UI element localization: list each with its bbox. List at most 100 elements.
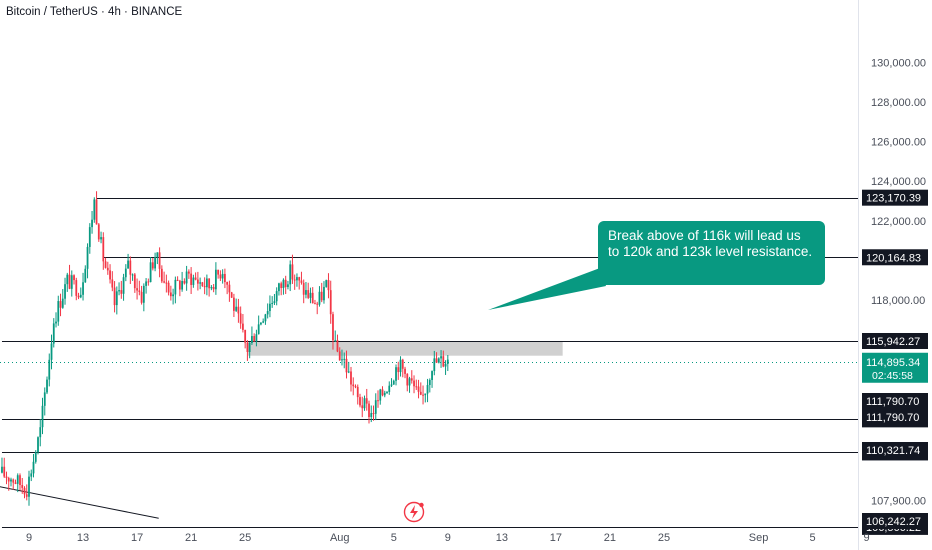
candle-body (383, 392, 386, 396)
candle-body (404, 368, 406, 374)
candle-body (359, 397, 361, 406)
candle-body (372, 413, 375, 415)
candle-body (246, 342, 249, 352)
candle-body (379, 389, 382, 401)
candle-body (88, 227, 91, 247)
candle-body (257, 324, 260, 335)
candle-body (228, 284, 231, 293)
date-tick-label: 5 (391, 532, 397, 544)
candle-body (226, 282, 229, 285)
price-tick-label: 122,000.00 (871, 216, 926, 228)
candle-body (433, 358, 436, 372)
candle-body (86, 246, 89, 269)
candle-body (208, 278, 211, 289)
candle-body (97, 224, 100, 240)
date-tick-label: 13 (496, 532, 508, 544)
annotation-callout[interactable]: Break above of 116k will lead us to 120k… (598, 221, 825, 285)
candle-body (275, 291, 278, 302)
candle-body (95, 199, 98, 225)
candle-body (169, 292, 172, 297)
price-tick-label: 126,000.00 (871, 137, 926, 149)
candle-body (309, 292, 312, 298)
candle-body (124, 268, 127, 278)
price-tick-label: 124,000.00 (871, 176, 926, 188)
candle-body (100, 237, 102, 240)
candle-body (127, 260, 129, 269)
candle-body (30, 473, 33, 477)
level-price-label: 115,942.27 (866, 336, 920, 348)
candle-body (154, 257, 156, 269)
candle-body (253, 336, 256, 342)
candle-body (10, 479, 12, 482)
candle-body (422, 394, 424, 396)
candle-body (172, 294, 175, 297)
level-price-label-bg (862, 332, 928, 349)
candle-body (142, 285, 145, 303)
candle-body (251, 336, 253, 344)
date-tick-label: 5 (810, 532, 816, 544)
candle-body (201, 282, 204, 286)
candle-body (59, 301, 62, 308)
candle-body (316, 303, 319, 305)
candle-body (185, 271, 188, 284)
candle-body (14, 482, 17, 484)
date-tick-label: 9 (864, 532, 870, 544)
candle-body (131, 274, 134, 276)
candle-body (217, 269, 220, 275)
candle-body (334, 340, 337, 342)
candle-body (156, 252, 159, 258)
candle-body (329, 290, 332, 315)
bar-countdown: 02:45:58 (872, 370, 913, 382)
candle-body (248, 343, 251, 352)
candle-body (192, 277, 195, 285)
candle-body (440, 356, 442, 359)
candle-body (289, 264, 292, 285)
candle-body (399, 359, 402, 373)
date-tick-label: 25 (658, 532, 670, 544)
date-tick-label: Aug (330, 532, 350, 544)
candle-body (221, 273, 224, 279)
date-tick-label: 13 (77, 532, 89, 544)
date-tick-label: 17 (550, 532, 562, 544)
candle-body (23, 487, 26, 495)
candle-body (424, 393, 427, 396)
candle-body (410, 378, 413, 381)
candle-body (61, 298, 64, 308)
candle-body (50, 343, 53, 360)
candle-body (93, 199, 96, 220)
candle-body (82, 282, 84, 295)
candle-body (345, 358, 348, 373)
level-price-label-bg (862, 249, 928, 266)
candle-body (199, 282, 202, 284)
candle-body (444, 363, 447, 367)
candle-body (323, 286, 325, 301)
candle-body (28, 476, 30, 497)
candle-body (386, 391, 388, 393)
current-price-label: 114,895.34 (866, 357, 920, 369)
candle-body (3, 466, 6, 477)
candle-body (343, 358, 346, 360)
date-tick-label: 9 (445, 532, 451, 544)
candle-body (196, 279, 199, 284)
price-tick-label: 128,000.00 (871, 97, 926, 109)
candle-body (163, 281, 165, 283)
candle-body (332, 314, 334, 341)
candle-body (212, 287, 215, 290)
candle-body (43, 392, 46, 406)
candle-body (183, 281, 186, 284)
candle-body (37, 437, 39, 453)
candle-body (73, 275, 75, 281)
candle-body (25, 494, 28, 497)
candle-body (374, 400, 377, 414)
candle-body (7, 478, 10, 482)
candle-body (167, 282, 170, 293)
candle-body (413, 380, 415, 387)
resistance-zone (247, 340, 563, 356)
candle-body (415, 386, 418, 388)
candle-body (271, 302, 274, 304)
candle-body (68, 274, 71, 289)
candle-body (129, 260, 132, 275)
stacked-price-label: 111,790.70 (866, 396, 919, 408)
candle-body (149, 262, 152, 283)
